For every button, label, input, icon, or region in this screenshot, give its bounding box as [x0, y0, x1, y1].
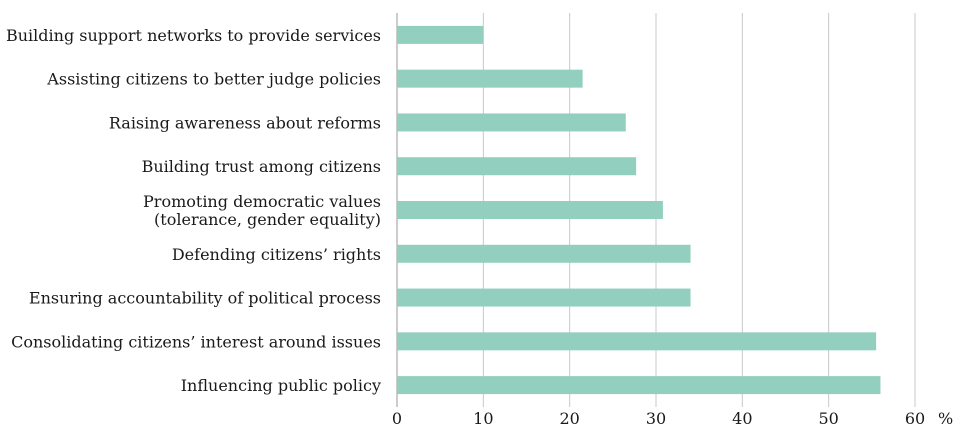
- category-label: Consolidating citizens’ interest around …: [11, 332, 381, 351]
- category-label: Influencing public policy: [181, 376, 381, 395]
- x-tick-label: 10: [473, 409, 493, 428]
- x-tick-label: 0: [392, 409, 402, 428]
- x-tick-label: 60: [905, 409, 925, 428]
- x-tick-label: 50: [818, 409, 838, 428]
- bar: [397, 376, 881, 395]
- category-label: Promoting democratic values (tolerance, g…: [143, 192, 381, 229]
- x-tick-label: 30: [646, 409, 666, 428]
- category-label-line: (tolerance, gender equality): [154, 210, 381, 229]
- bar: [397, 332, 877, 351]
- bar: [397, 157, 637, 176]
- bar: [397, 25, 484, 44]
- category-label: Defending citizens’ rights: [172, 245, 381, 264]
- x-axis-ticks: 0 10 20 30 40 50 60: [392, 409, 925, 428]
- category-label: Assisting citizens to better judge polic…: [46, 70, 381, 89]
- category-label-line: Defending citizens’ rights: [172, 245, 381, 264]
- category-label: Ensuring accountability of political pro…: [29, 289, 381, 308]
- category-label-line: Ensuring accountability of political pro…: [29, 289, 381, 308]
- x-tick-label: 20: [559, 409, 579, 428]
- category-label-line: Promoting democratic values: [143, 192, 381, 211]
- category-label-line: Assisting citizens to better judge polic…: [46, 70, 381, 89]
- category-label: Building trust among citizens: [142, 157, 381, 176]
- category-label: Raising awareness about reforms: [109, 113, 381, 132]
- category-label-line: Consolidating citizens’ interest around …: [11, 332, 381, 351]
- bar: [397, 69, 583, 88]
- bars: [397, 25, 881, 395]
- bar: [397, 288, 691, 307]
- x-axis-unit: %: [938, 409, 953, 428]
- category-labels: Building support networks to provide ser…: [6, 26, 381, 395]
- category-label-line: Building trust among citizens: [142, 157, 381, 176]
- category-label: Building support networks to provide ser…: [6, 26, 381, 45]
- category-label-line: Building support networks to provide ser…: [6, 26, 381, 45]
- bar: [397, 113, 626, 132]
- bar: [397, 244, 691, 263]
- category-label-line: Influencing public policy: [181, 376, 381, 395]
- bar: [397, 201, 663, 219]
- x-tick-label: 40: [732, 409, 752, 428]
- category-label-line: Raising awareness about reforms: [109, 113, 381, 132]
